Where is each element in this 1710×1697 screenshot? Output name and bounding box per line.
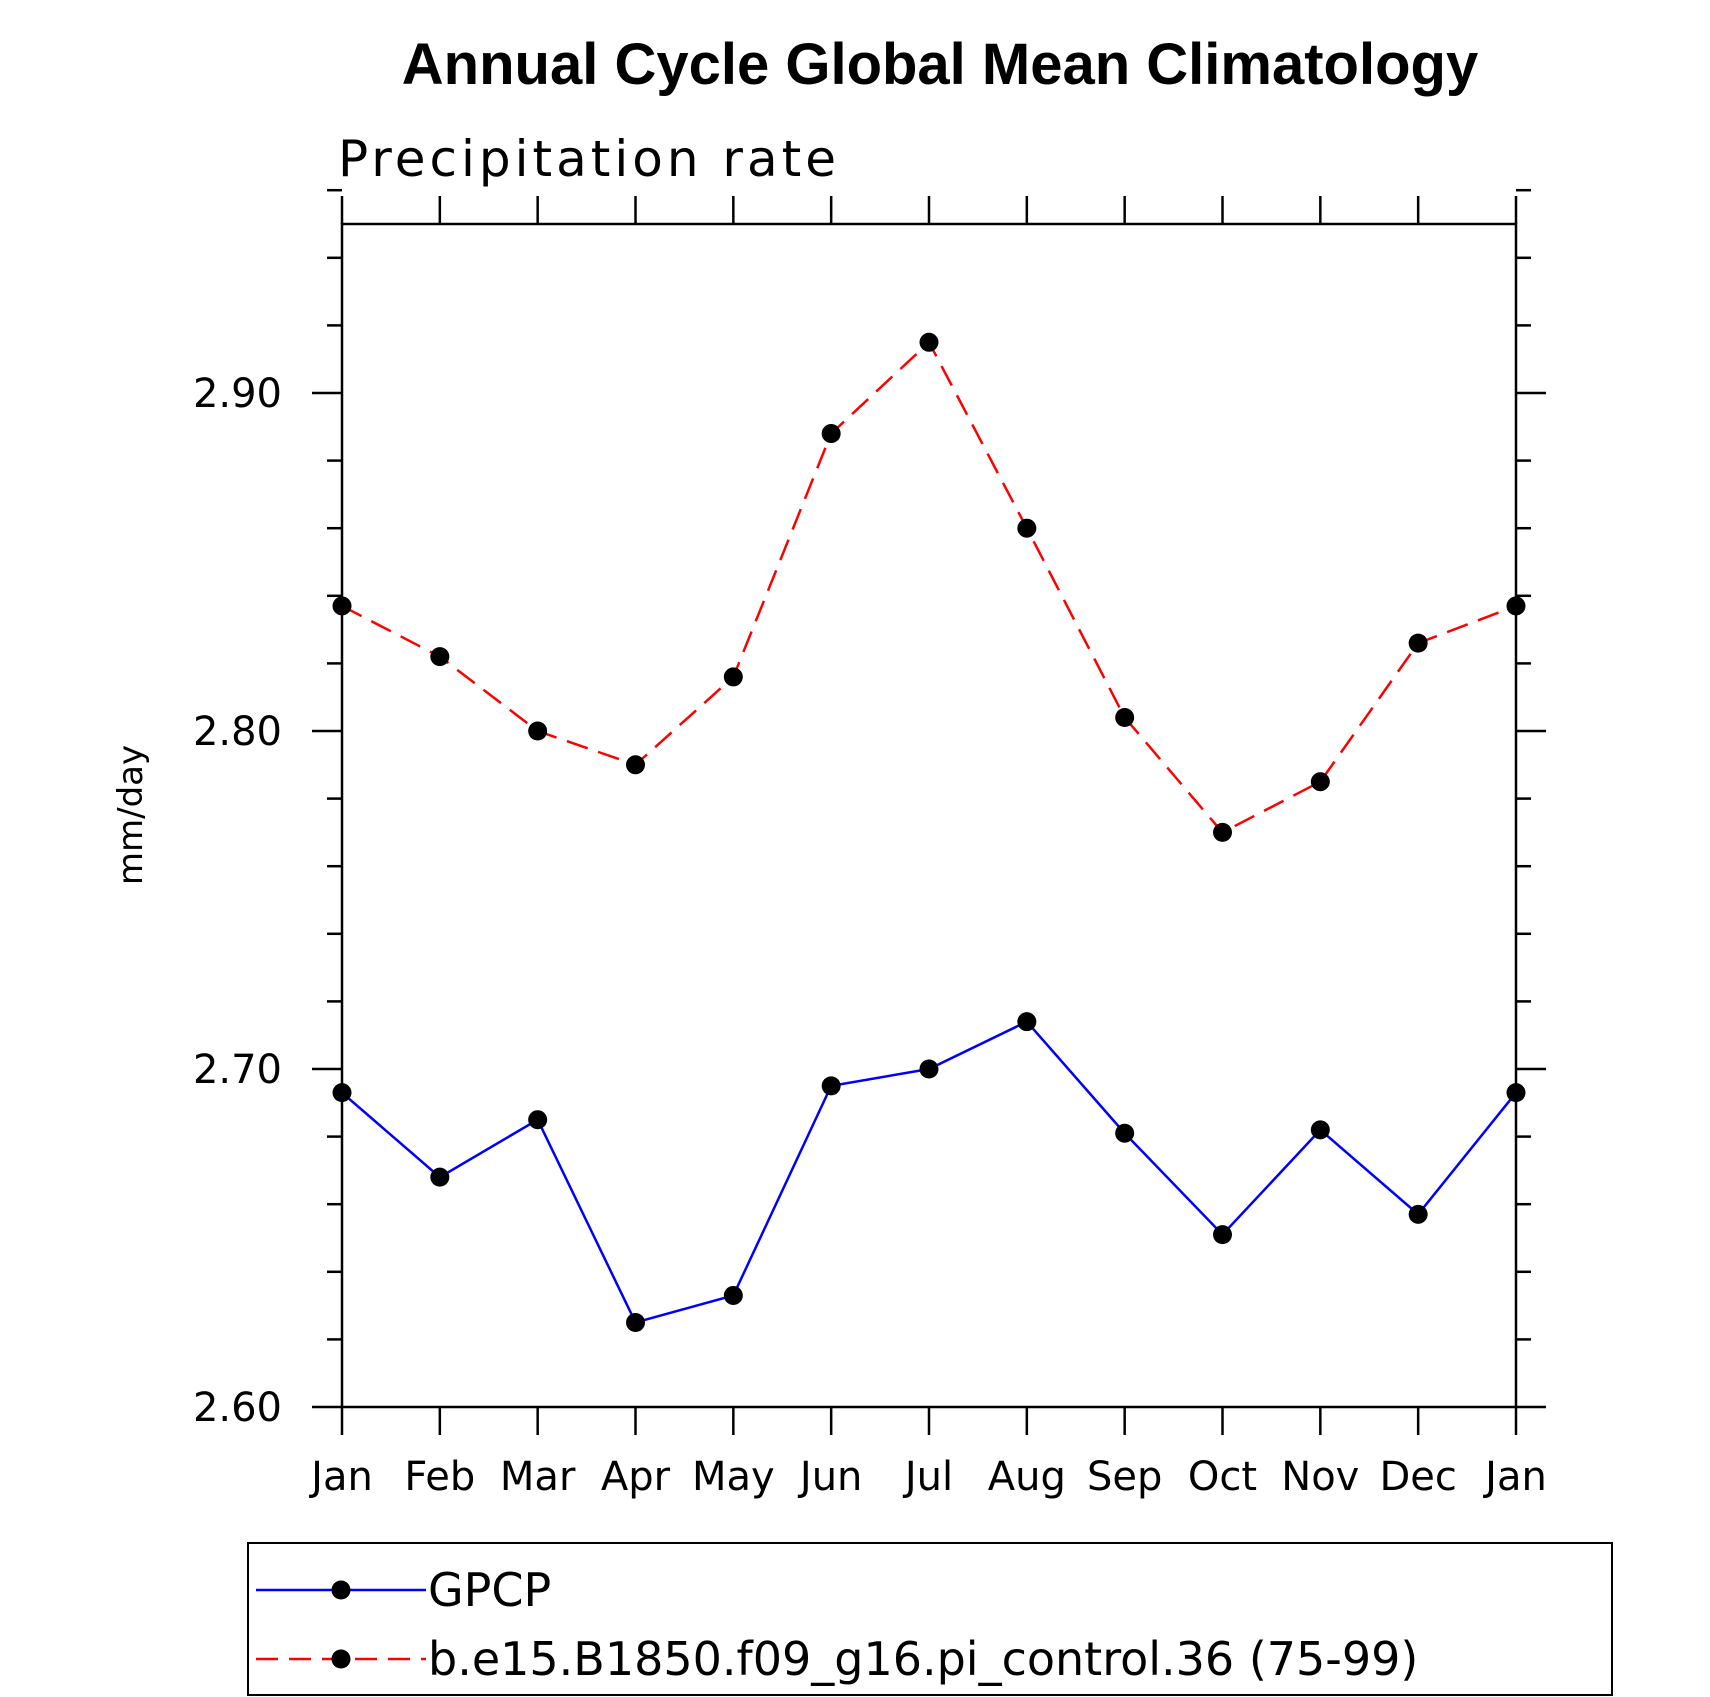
y-tick-label: 2.90 [193, 371, 282, 417]
legend: GPCP b.e15.B1850.f09_g16.pi_control.36 (… [247, 1542, 1613, 1696]
data-point-series-0 [1506, 1083, 1526, 1103]
legend-marker-gpcp [331, 1580, 351, 1600]
data-point-series-0 [821, 1076, 841, 1096]
x-tick-label: Mar [500, 1454, 576, 1500]
data-point-series-0 [1017, 1012, 1037, 1032]
x-tick-label: Jan [308, 1454, 373, 1500]
y-axis-ticks: 2.60 2.70 2.80 2.90 [193, 188, 1546, 1431]
x-tick-label: Oct [1188, 1454, 1257, 1500]
x-tick-label: Nov [1281, 1454, 1359, 1500]
data-point-series-0 [919, 1059, 939, 1079]
data-point-series-0 [723, 1285, 743, 1305]
x-tick-label: Sep [1087, 1454, 1162, 1500]
data-point-series-1 [626, 755, 645, 775]
data-point-series-1 [332, 596, 352, 616]
legend-entry-model: b.e15.B1850.f09_g16.pi_control.36 (75-99… [256, 1632, 1418, 1686]
data-point-series-1 [723, 667, 743, 687]
chart-subtitle: Precipitation rate [338, 130, 840, 188]
plot-frame [340, 222, 1518, 1409]
x-tick-label: Apr [601, 1454, 671, 1500]
x-tick-label: Jan [1482, 1454, 1547, 1500]
legend-marker-model [331, 1649, 351, 1669]
data-point-series-0 [1408, 1204, 1428, 1224]
data-point-series-1 [1115, 707, 1135, 727]
data-point-series-1 [919, 332, 939, 352]
legend-label-gpcp: GPCP [428, 1563, 551, 1617]
series-line-1 [341, 340, 1517, 834]
data-point-series-0 [1213, 1225, 1232, 1245]
data-point-series-0 [528, 1110, 548, 1130]
data-point-series-1 [1310, 772, 1330, 792]
data-point-series-1 [1506, 596, 1526, 616]
legend-entry-gpcp: GPCP [256, 1563, 551, 1617]
data-point-series-1 [1408, 633, 1428, 653]
chart-title: Annual Cycle Global Mean Climatology [402, 32, 1478, 97]
x-tick-label: May [692, 1454, 775, 1500]
legend-label-model: b.e15.B1850.f09_g16.pi_control.36 (75-99… [428, 1632, 1418, 1686]
data-point-series-0 [332, 1083, 352, 1103]
series-layer [332, 332, 1526, 1332]
data-point-series-1 [430, 647, 450, 667]
data-point-series-0 [626, 1313, 645, 1332]
data-point-series-0 [430, 1167, 450, 1187]
data-point-series-1 [1213, 822, 1232, 842]
legend-box [247, 1542, 1613, 1696]
x-tick-label: Dec [1379, 1454, 1456, 1500]
data-point-series-1 [1017, 518, 1037, 538]
data-point-series-0 [1115, 1123, 1135, 1143]
x-tick-label: Jun [797, 1454, 863, 1500]
y-tick-label: 2.80 [193, 709, 282, 755]
y-tick-label: 2.70 [193, 1047, 282, 1093]
y-axis-label: mm/day [111, 745, 151, 885]
data-point-series-1 [821, 424, 841, 444]
x-tick-label: Aug [988, 1454, 1066, 1500]
x-axis-ticks: Jan Feb Mar Apr May Jun Jul Aug Sep Oct Nov Dec Jan [308, 196, 1547, 1500]
x-tick-label: Jul [902, 1454, 953, 1500]
x-tick-label: Feb [404, 1454, 475, 1500]
data-point-series-1 [528, 721, 548, 741]
y-tick-label: 2.60 [193, 1385, 282, 1431]
data-point-series-0 [1310, 1120, 1330, 1140]
